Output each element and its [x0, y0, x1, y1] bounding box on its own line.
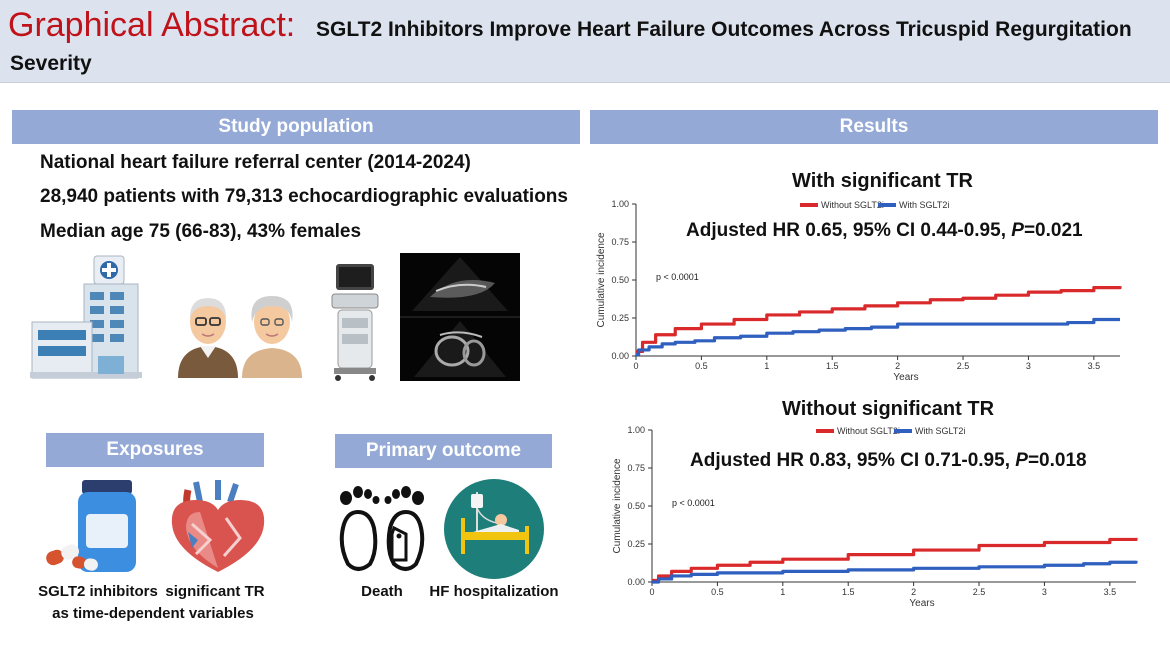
study-population-heading: Study population — [12, 110, 580, 144]
chart1-ytick-label: 0.50 — [611, 275, 629, 285]
title-main: Graphical Abstract: — [8, 6, 296, 44]
chart2-xtick-label: 1 — [780, 587, 785, 597]
chart-without-significant-tr: 0.00 0.25 0.50 0.75 1.00 0 0.5 1 1.5 2 2.5 3 3.5 Year… — [612, 425, 1138, 609]
chart1-xtick-label: 3 — [1026, 361, 1031, 371]
study-population-line3: Median age 75 (66-83), 43% females — [40, 221, 362, 242]
header: Graphical Abstract: SGLT2 Inhibitors Imp… — [0, 0, 1170, 83]
exposure-label-sglt2: SGLT2 inhibitors — [38, 583, 158, 600]
chart2-series-with-sglt2i — [652, 560, 1138, 584]
feet-toe-tag-icon — [339, 486, 425, 571]
title-sub-continued: Severity — [10, 52, 92, 75]
chart1-xtick-label: 0 — [633, 361, 638, 371]
chart1-xtick-label: 0.5 — [695, 361, 708, 371]
chart1-xtick-label: 3.5 — [1088, 361, 1101, 371]
panel1-title: With significant TR — [792, 170, 973, 192]
chart2-xtick-label: 1.5 — [842, 587, 855, 597]
chart1-legend-label-0: Without SGLT2i — [821, 200, 884, 210]
chart2-ytick-label: 1.00 — [627, 425, 645, 435]
panel1-hr-p-label: P — [1011, 220, 1024, 241]
chart2-xtick-label: 2 — [911, 587, 916, 597]
chart1-ytick-label: 1.00 — [611, 199, 629, 209]
panel2-hr-main: Adjusted HR 0.83, 95% CI 0.71-0.95, — [690, 450, 1010, 471]
chart2-ytick-label: 0.50 — [627, 501, 645, 511]
chart1-pvalue: p < 0.0001 — [656, 272, 699, 282]
chart2-legend-label-0: Without SGLT2i — [837, 426, 900, 436]
panel2-hr-text: Adjusted HR 0.83, 95% CI 0.71-0.95, P=0.… — [690, 450, 1087, 472]
ultrasound-machine-icon — [331, 264, 379, 381]
study-population-line1: National heart failure referral center (… — [40, 152, 471, 173]
chart1-legend-label-1: With SGLT2i — [899, 200, 949, 210]
chart2-xtick-label: 0 — [649, 587, 654, 597]
outcome-label-death: Death — [361, 583, 403, 600]
exposure-label-time-dependent: as time-dependent variables — [52, 605, 254, 622]
panel2-hr-p-value: =0.018 — [1027, 450, 1087, 471]
chart1-xtick-label: 2.5 — [957, 361, 970, 371]
chart2-ytick-label: 0.75 — [627, 463, 645, 473]
hospital-icon — [30, 255, 142, 379]
chart1-ylabel: Cumulative incidence — [596, 232, 607, 327]
panel1-hr-p-value: =0.021 — [1023, 220, 1083, 241]
chart2-xtick-label: 0.5 — [711, 587, 724, 597]
chart1-xtick-label: 2 — [895, 361, 900, 371]
chart1-ytick-label: 0.75 — [611, 237, 629, 247]
chart-with-significant-tr: 0.00 0.25 0.50 0.75 1.00 0 0.5 1 1.5 2 2.5 3 3.5 Year… — [596, 199, 1122, 383]
study-population-line2: 28,940 patients with 79,313 echocardiogr… — [40, 186, 568, 207]
panel2-hr-p-label: P — [1015, 450, 1028, 471]
pill-bottle-icon — [46, 480, 136, 572]
chart2-xlabel: Years — [909, 598, 934, 609]
chart1-xlabel: Years — [893, 372, 918, 383]
chart2-ytick-label: 0.00 — [627, 577, 645, 587]
hospital-bed-icon — [444, 479, 544, 579]
outcome-label-hf-hospitalization: HF hospitalization — [429, 583, 559, 600]
chart1-series-without-sglt2i — [636, 286, 1122, 354]
chart1-ytick-label: 0.25 — [611, 313, 629, 323]
chart2-series-without-sglt2i — [652, 537, 1138, 583]
echocardiogram-image — [400, 253, 520, 381]
chart2-xtick-label: 3 — [1042, 587, 1047, 597]
chart1-xtick-label: 1 — [764, 361, 769, 371]
exposures-heading: Exposures — [46, 433, 264, 467]
chart1-series-with-sglt2i — [636, 317, 1120, 357]
chart2-ylabel: Cumulative incidence — [612, 458, 623, 553]
chart2-legend-label-1: With SGLT2i — [915, 426, 965, 436]
panel1-hr-text: Adjusted HR 0.65, 95% CI 0.44-0.95, P=0.… — [686, 220, 1083, 242]
chart1-ytick-label: 0.00 — [611, 351, 629, 361]
chart2-ytick-label: 0.25 — [627, 539, 645, 549]
panel2-title: Without significant TR — [782, 398, 995, 420]
chart1-xtick-label: 1.5 — [826, 361, 839, 371]
results-heading: Results — [590, 110, 1158, 144]
chart2-xtick-label: 2.5 — [973, 587, 986, 597]
title-sub: SGLT2 Inhibitors Improve Heart Failure O… — [316, 18, 1132, 41]
primary-outcome-heading: Primary outcome — [335, 434, 552, 468]
heart-anatomy-icon — [171, 480, 265, 572]
panel1-hr-main: Adjusted HR 0.65, 95% CI 0.44-0.95, — [686, 220, 1006, 241]
chart2-pvalue: p < 0.0001 — [672, 498, 715, 508]
chart2-xtick-label: 3.5 — [1104, 587, 1117, 597]
exposure-label-tr: significant TR — [165, 583, 265, 600]
elderly-couple-icon — [178, 296, 302, 378]
